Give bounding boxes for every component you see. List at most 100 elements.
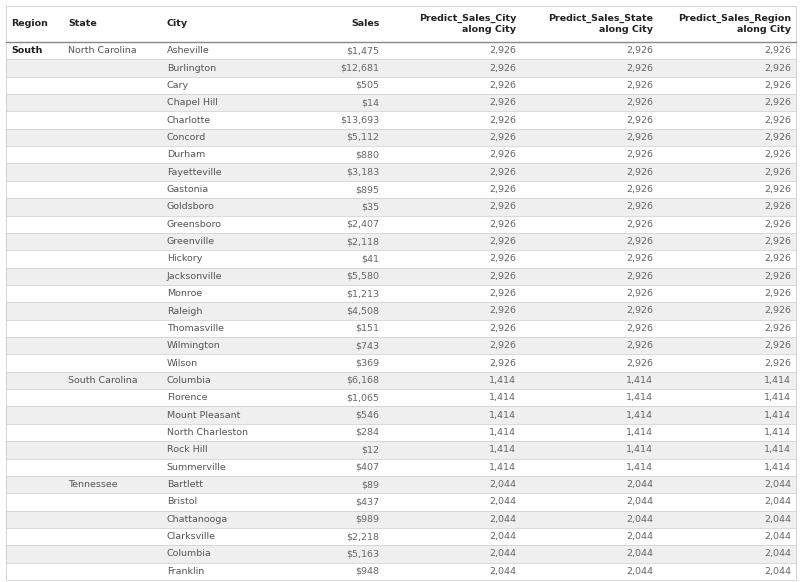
Text: $505: $505 xyxy=(355,81,379,90)
Bar xyxy=(6,164,796,181)
Text: 2,044: 2,044 xyxy=(489,549,516,559)
Text: 2,926: 2,926 xyxy=(489,307,516,315)
Text: Mount Pleasant: Mount Pleasant xyxy=(167,411,240,420)
Text: Fayetteville: Fayetteville xyxy=(167,168,221,177)
Bar xyxy=(6,424,796,441)
Text: 2,926: 2,926 xyxy=(489,168,516,177)
Text: $880: $880 xyxy=(355,150,379,159)
Text: North Charleston: North Charleston xyxy=(167,428,248,437)
Text: $284: $284 xyxy=(355,428,379,437)
Text: $546: $546 xyxy=(355,411,379,420)
Text: Raleigh: Raleigh xyxy=(167,307,202,315)
Text: 2,926: 2,926 xyxy=(764,324,791,333)
Bar xyxy=(6,59,796,77)
Text: Hickory: Hickory xyxy=(167,254,202,264)
Text: 2,044: 2,044 xyxy=(489,498,516,506)
Text: Chattanooga: Chattanooga xyxy=(167,514,228,524)
Text: Predict_Sales_Region
along City: Predict_Sales_Region along City xyxy=(678,14,791,34)
Text: $2,218: $2,218 xyxy=(346,532,379,541)
Text: 2,926: 2,926 xyxy=(489,116,516,125)
Bar xyxy=(6,389,796,406)
Text: North Carolina: North Carolina xyxy=(68,46,137,55)
Bar xyxy=(6,510,796,528)
Bar xyxy=(6,94,796,111)
Text: 2,926: 2,926 xyxy=(489,272,516,281)
Text: 2,926: 2,926 xyxy=(626,324,653,333)
Text: 2,926: 2,926 xyxy=(764,203,791,211)
Text: 1,414: 1,414 xyxy=(764,445,791,455)
Text: $1,475: $1,475 xyxy=(346,46,379,55)
Text: $407: $407 xyxy=(355,463,379,471)
Bar xyxy=(6,42,796,59)
Bar xyxy=(6,181,796,198)
Text: 2,926: 2,926 xyxy=(764,254,791,264)
Text: 2,926: 2,926 xyxy=(489,359,516,368)
Text: 2,044: 2,044 xyxy=(626,480,653,489)
Bar xyxy=(6,129,796,146)
Text: 2,044: 2,044 xyxy=(489,480,516,489)
Text: 1,414: 1,414 xyxy=(489,428,516,437)
Text: $1,065: $1,065 xyxy=(346,393,379,402)
Text: 2,926: 2,926 xyxy=(764,220,791,229)
Text: $4,508: $4,508 xyxy=(346,307,379,315)
Text: Summerville: Summerville xyxy=(167,463,226,471)
Text: 2,926: 2,926 xyxy=(489,237,516,246)
Text: 2,926: 2,926 xyxy=(764,133,791,142)
Text: Thomasville: Thomasville xyxy=(167,324,224,333)
Text: Durham: Durham xyxy=(167,150,205,159)
Text: $12: $12 xyxy=(361,445,379,455)
Text: Columbia: Columbia xyxy=(167,376,212,385)
Text: $151: $151 xyxy=(355,324,379,333)
Bar xyxy=(6,337,796,354)
Text: 1,414: 1,414 xyxy=(489,376,516,385)
Text: 2,044: 2,044 xyxy=(764,567,791,576)
Text: 2,926: 2,926 xyxy=(626,46,653,55)
Text: $895: $895 xyxy=(355,185,379,194)
Text: $989: $989 xyxy=(355,514,379,524)
Bar xyxy=(6,459,796,476)
Text: 1,414: 1,414 xyxy=(626,411,653,420)
Text: 2,926: 2,926 xyxy=(489,150,516,159)
Bar xyxy=(6,233,796,250)
Text: 2,044: 2,044 xyxy=(626,549,653,559)
Text: 2,926: 2,926 xyxy=(626,63,653,73)
Text: 2,926: 2,926 xyxy=(626,254,653,264)
Text: 2,926: 2,926 xyxy=(764,237,791,246)
Text: 2,926: 2,926 xyxy=(489,220,516,229)
Text: 2,926: 2,926 xyxy=(626,359,653,368)
Text: 1,414: 1,414 xyxy=(626,463,653,471)
Text: 2,926: 2,926 xyxy=(626,81,653,90)
Text: South: South xyxy=(11,46,43,55)
Text: Predict_Sales_State
along City: Predict_Sales_State along City xyxy=(548,14,653,34)
Text: 2,044: 2,044 xyxy=(489,567,516,576)
Bar xyxy=(6,250,796,268)
Text: 2,926: 2,926 xyxy=(626,289,653,298)
Text: 2,044: 2,044 xyxy=(489,532,516,541)
Text: $948: $948 xyxy=(355,567,379,576)
Text: 2,926: 2,926 xyxy=(489,289,516,298)
Bar xyxy=(6,111,796,129)
Text: 1,414: 1,414 xyxy=(764,393,791,402)
Text: 1,414: 1,414 xyxy=(489,393,516,402)
Text: 2,926: 2,926 xyxy=(626,220,653,229)
Text: $6,168: $6,168 xyxy=(346,376,379,385)
Text: Charlotte: Charlotte xyxy=(167,116,211,125)
Bar xyxy=(6,198,796,215)
Text: $5,163: $5,163 xyxy=(346,549,379,559)
Text: 2,926: 2,926 xyxy=(626,237,653,246)
Bar xyxy=(6,406,796,424)
Text: $2,407: $2,407 xyxy=(346,220,379,229)
Text: 1,414: 1,414 xyxy=(764,376,791,385)
Bar xyxy=(6,6,796,42)
Text: 1,414: 1,414 xyxy=(489,411,516,420)
Text: 1,414: 1,414 xyxy=(489,463,516,471)
Bar xyxy=(6,563,796,580)
Text: $437: $437 xyxy=(355,498,379,506)
Text: 2,926: 2,926 xyxy=(626,98,653,107)
Text: 2,926: 2,926 xyxy=(489,341,516,350)
Text: 2,926: 2,926 xyxy=(489,46,516,55)
Text: 2,926: 2,926 xyxy=(764,46,791,55)
Bar xyxy=(6,215,796,233)
Text: 2,926: 2,926 xyxy=(764,63,791,73)
Bar xyxy=(6,476,796,493)
